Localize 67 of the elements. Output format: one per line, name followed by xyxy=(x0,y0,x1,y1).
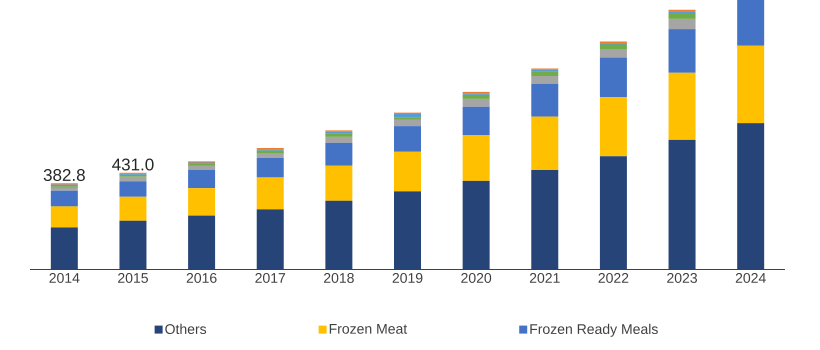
bar xyxy=(325,133,352,137)
bar xyxy=(50,227,78,270)
bar xyxy=(462,180,490,270)
bar xyxy=(325,200,352,270)
bar xyxy=(325,165,352,201)
bar xyxy=(394,152,422,192)
bar xyxy=(737,0,764,46)
bar xyxy=(668,140,696,270)
bar xyxy=(119,196,146,221)
x-tick-label: 2014 xyxy=(49,273,80,283)
legend-label: Others xyxy=(165,324,206,334)
bar xyxy=(600,97,627,156)
bar xyxy=(188,216,216,270)
bar xyxy=(462,106,490,136)
bar xyxy=(531,84,558,117)
bar xyxy=(119,176,146,182)
bar xyxy=(531,116,558,170)
x-tick-label: 2021 xyxy=(530,273,560,283)
bar xyxy=(50,188,78,191)
bar xyxy=(668,29,696,73)
bar xyxy=(325,136,352,143)
bar xyxy=(256,158,284,178)
x-tick-label: 2018 xyxy=(324,273,354,283)
legend-label: Frozen Ready Meals xyxy=(530,324,658,337)
bar xyxy=(119,220,146,270)
bar xyxy=(737,123,764,270)
x-tick-label: 2017 xyxy=(255,273,286,283)
bar xyxy=(256,209,284,270)
x-tick-label: 2015 xyxy=(118,273,148,283)
bar xyxy=(600,156,627,270)
bar xyxy=(394,120,422,126)
annotation: 431.0 xyxy=(112,158,154,171)
bar xyxy=(668,13,696,19)
bar xyxy=(50,206,78,228)
bar xyxy=(119,181,146,197)
x-tick-label: 2019 xyxy=(392,273,422,283)
bar xyxy=(394,126,422,152)
bar xyxy=(668,72,696,140)
bar xyxy=(531,170,558,270)
bar xyxy=(256,154,284,158)
bar xyxy=(668,18,696,30)
bar xyxy=(462,98,490,107)
bar xyxy=(256,150,284,154)
bar xyxy=(188,170,216,188)
bar xyxy=(188,165,216,170)
legend-label: Frozen Meat xyxy=(330,324,408,334)
bar xyxy=(50,190,78,206)
x-tick-label: 2016 xyxy=(186,273,217,283)
bar xyxy=(394,114,422,118)
annotation: 382.8 xyxy=(44,169,85,182)
bar xyxy=(462,94,490,99)
bar xyxy=(394,117,422,120)
x-tick-label: 2020 xyxy=(461,273,492,283)
bar xyxy=(325,142,352,166)
bar xyxy=(531,76,558,84)
bar xyxy=(600,44,627,50)
bar xyxy=(394,191,422,270)
x-tick-label: 2023 xyxy=(667,273,697,283)
bar xyxy=(256,177,284,210)
x-tick-label: 2022 xyxy=(598,273,628,283)
bar xyxy=(462,135,490,181)
bar xyxy=(600,58,627,98)
bar xyxy=(600,49,627,58)
x-tick-label: 2024 xyxy=(736,273,766,283)
bar xyxy=(531,71,558,76)
bar xyxy=(188,188,216,216)
bar xyxy=(737,46,764,124)
